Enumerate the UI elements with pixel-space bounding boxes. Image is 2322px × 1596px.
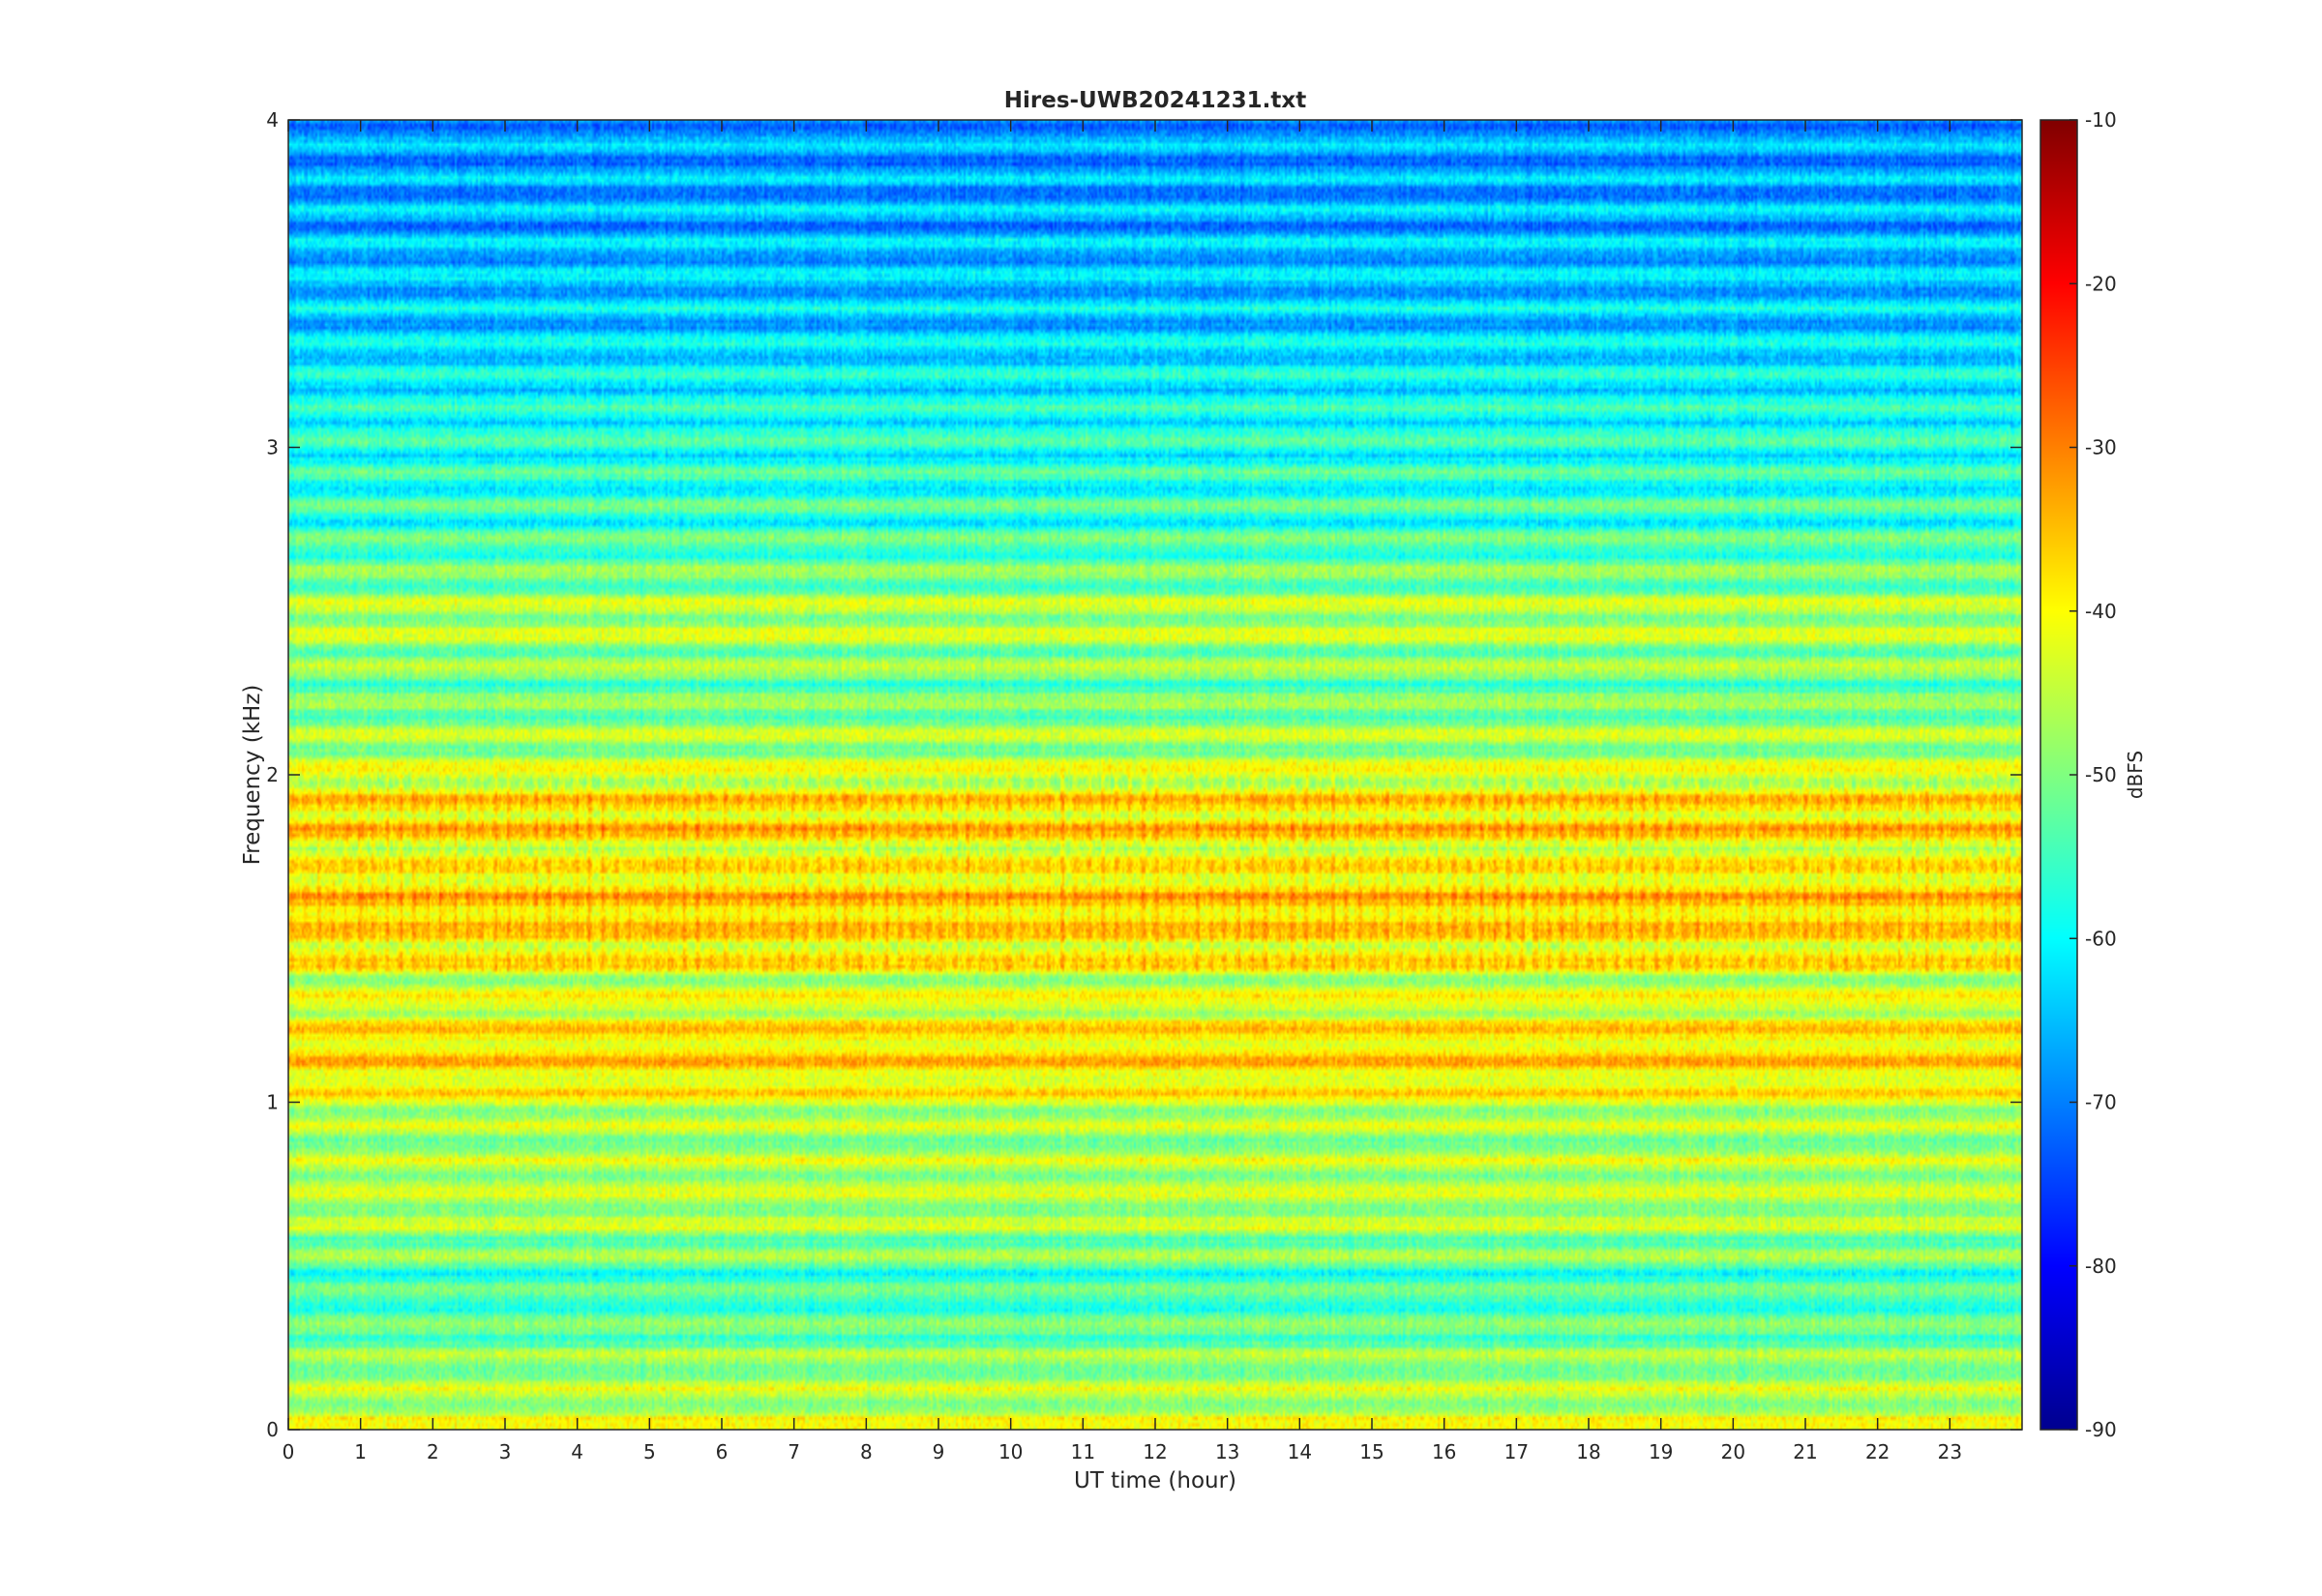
colorbar-tick-label: -20 — [2085, 272, 2117, 295]
x-tick-label: 22 — [1865, 1440, 1890, 1463]
chart-title: Hires-UWB20241231.txt — [1004, 88, 1306, 113]
x-tick-label: 11 — [1071, 1440, 1095, 1463]
colorbar-ticks: -10 -20 -30 -40 -50 -60 -70 -80 -90 — [2069, 108, 2117, 1441]
x-tick-label: 7 — [788, 1440, 800, 1463]
x-tick-label: 17 — [1504, 1440, 1529, 1463]
colorbar-tick-label: -50 — [2085, 763, 2117, 786]
x-tick-label: 21 — [1793, 1440, 1817, 1463]
colorbar-tick-label: -10 — [2085, 108, 2117, 132]
x-tick-label: 14 — [1288, 1440, 1312, 1463]
y-tick-label: 4 — [266, 108, 279, 132]
x-tick-label: 12 — [1143, 1440, 1167, 1463]
y-tick-label: 1 — [266, 1091, 279, 1114]
x-tick-label: 18 — [1576, 1440, 1600, 1463]
x-tick-label: 13 — [1215, 1440, 1239, 1463]
x-tick-label: 8 — [860, 1440, 873, 1463]
x-tick-label: 15 — [1359, 1440, 1384, 1463]
spectrogram-heatmap — [288, 120, 2022, 1430]
colorbar: -10 -20 -30 -40 -50 -60 -70 -80 -90 dBFS — [2039, 108, 2147, 1441]
colorbar-tick-label: -70 — [2085, 1091, 2117, 1114]
x-tick-label: 1 — [354, 1440, 367, 1463]
x-tick-label: 3 — [499, 1440, 512, 1463]
x-tick-label: 10 — [998, 1440, 1023, 1463]
y-tick-label: 0 — [266, 1418, 279, 1441]
colorbar-tick-label: -90 — [2085, 1418, 2117, 1441]
colorbar-tick-label: -40 — [2085, 600, 2117, 623]
y-tick-label: 3 — [266, 436, 279, 459]
x-tick-label: 16 — [1432, 1440, 1456, 1463]
x-tick-label: 4 — [571, 1440, 583, 1463]
x-tick-label: 9 — [933, 1440, 945, 1463]
x-tick-label: 23 — [1938, 1440, 1962, 1463]
x-tick-label: 2 — [427, 1440, 439, 1463]
x-tick-label: 6 — [716, 1440, 729, 1463]
y-axis-label: Frequency (kHz) — [240, 685, 265, 866]
plot-area — [287, 119, 2023, 1431]
x-axis-label: UT time (hour) — [1074, 1468, 1236, 1493]
colorbar-tick-label: -60 — [2085, 927, 2117, 950]
x-tick-label: 20 — [1721, 1440, 1745, 1463]
colorbar-tick-label: -30 — [2085, 436, 2117, 459]
x-tick-label: 5 — [643, 1440, 656, 1463]
x-tick-label: 19 — [1649, 1440, 1673, 1463]
x-axis: 0 1 2 3 4 5 6 7 8 9 10 11 12 13 14 15 16 17 18 19 20 21 22 23 — [283, 120, 1962, 1463]
y-axis: 0 1 2 3 4 — [266, 108, 2022, 1441]
colorbar-tick-label: -80 — [2085, 1255, 2117, 1278]
x-tick-label: 0 — [283, 1440, 295, 1463]
colorbar-label: dBFS — [2124, 751, 2147, 799]
y-tick-label: 2 — [266, 763, 279, 786]
